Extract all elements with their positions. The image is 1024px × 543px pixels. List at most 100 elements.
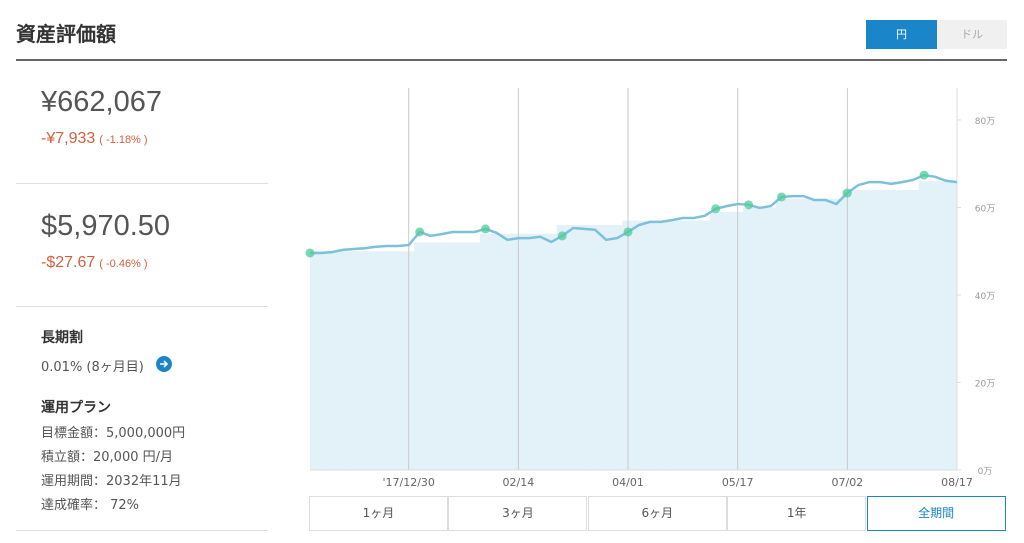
principal-area <box>633 220 645 470</box>
change: -$27.67( -0.46% ) <box>41 254 148 272</box>
principal-area <box>896 189 909 471</box>
principal-area <box>600 224 613 470</box>
principal-area <box>765 207 777 471</box>
principal-area <box>885 189 898 471</box>
principal-area <box>787 198 799 470</box>
deposit-marker <box>777 192 787 202</box>
separator <box>16 183 268 184</box>
principal-area <box>852 189 865 471</box>
principal-area <box>348 251 360 470</box>
deposit-marker <box>415 227 425 237</box>
separator <box>16 306 268 307</box>
range-button[interactable]: 1年 <box>727 496 867 531</box>
principal-area <box>447 242 459 470</box>
amount: ¥662,067 <box>41 86 162 118</box>
principal-area <box>754 207 766 471</box>
deposit-marker <box>305 248 315 258</box>
principal-area <box>479 233 492 470</box>
toggle-dollar[interactable]: ドル <box>937 20 1007 49</box>
principal-area <box>951 181 958 470</box>
principal-area <box>666 220 678 470</box>
principal-area <box>523 233 536 470</box>
deposit-marker <box>623 227 633 237</box>
x-tick-label: '17/12/30 <box>382 476 434 489</box>
principal-area <box>874 189 887 471</box>
principal-area <box>436 242 448 470</box>
principal-area <box>310 251 316 470</box>
chart: '17/12/30 02/14 04/01 05/17 07/02 08/17 0万 20万 4… <box>305 88 995 489</box>
principal-area <box>337 251 349 470</box>
amount: $5,970.50 <box>41 210 171 242</box>
deposit-marker <box>744 200 754 210</box>
principal-area <box>315 251 327 470</box>
principal-area <box>611 224 624 470</box>
principal-area <box>797 198 810 470</box>
principal-area <box>918 181 931 470</box>
change-value: -¥7,933 <box>41 130 96 147</box>
change-value: -$27.67 <box>41 254 96 271</box>
principal-area <box>688 220 700 470</box>
y-tick-label: 40万 <box>975 292 995 302</box>
principal-area <box>458 242 470 470</box>
x-tick-label: 08/17 <box>941 476 973 489</box>
plan-item: 積立額：20,000 円/月 <box>41 450 173 465</box>
y-tick-label: 60万 <box>975 204 995 214</box>
principal-area <box>830 198 843 470</box>
principal-area <box>907 189 920 471</box>
x-tick-label: 02/14 <box>503 476 535 489</box>
plan-item: 運用期間：2032年11月 <box>41 474 182 489</box>
principal-area <box>534 233 547 470</box>
change-pct: ( -1.18% ) <box>99 134 148 146</box>
toggle-yen[interactable]: 円 <box>866 20 937 49</box>
principal-area <box>721 211 733 470</box>
info-icon[interactable] <box>155 355 173 373</box>
section-title: 長期割 <box>41 330 83 346</box>
principal-area <box>359 251 371 470</box>
range-button[interactable]: 6ヶ月 <box>587 496 727 531</box>
change-pct: ( -0.46% ) <box>99 258 148 270</box>
principal-area <box>819 198 832 470</box>
deposit-marker <box>557 231 567 241</box>
principal-area <box>929 181 942 470</box>
principal-area <box>863 189 876 471</box>
principal-area <box>710 211 722 470</box>
principal-area <box>556 224 569 470</box>
section-title: 運用プラン <box>41 400 111 416</box>
principal-area <box>469 242 481 470</box>
principal-area <box>743 207 755 471</box>
range-button[interactable]: 1ヶ月 <box>309 496 448 531</box>
deposit-marker <box>480 224 490 234</box>
principal-area <box>490 233 503 470</box>
range-button[interactable]: 全期間 <box>866 496 1006 531</box>
principal-area <box>940 181 953 470</box>
principal-area <box>578 224 591 470</box>
long-term-value: 0.01% (8ヶ月目) <box>41 360 144 375</box>
principal-area <box>545 233 558 470</box>
change: -¥7,933( -1.18% ) <box>41 130 148 148</box>
deposit-marker <box>919 170 929 180</box>
principal-area <box>414 242 426 470</box>
principal-area <box>776 198 788 470</box>
principal-area <box>808 198 821 470</box>
principal-area <box>677 220 689 470</box>
y-tick-label: 80万 <box>975 117 995 127</box>
principal-area <box>644 220 656 470</box>
principal-area <box>370 251 382 470</box>
plan-item: 達成確率： 72% <box>41 498 140 513</box>
page-title: 資産評価額 <box>16 22 116 46</box>
principal-area <box>567 224 580 470</box>
principal-area <box>501 233 514 470</box>
principal-area <box>655 220 667 470</box>
deposit-marker <box>711 204 721 214</box>
principal-area <box>425 242 437 470</box>
y-tick-label: 20万 <box>975 379 995 389</box>
range-button[interactable]: 3ヶ月 <box>448 496 588 531</box>
x-tick-label: 04/01 <box>612 476 644 489</box>
x-tick-label: 05/17 <box>722 476 754 489</box>
plan-item: 目標金額：5,000,000円 <box>41 426 186 441</box>
principal-area <box>699 220 711 470</box>
y-tick-label: 0万 <box>978 467 993 477</box>
separator <box>16 530 268 531</box>
header-rule <box>16 59 1007 61</box>
